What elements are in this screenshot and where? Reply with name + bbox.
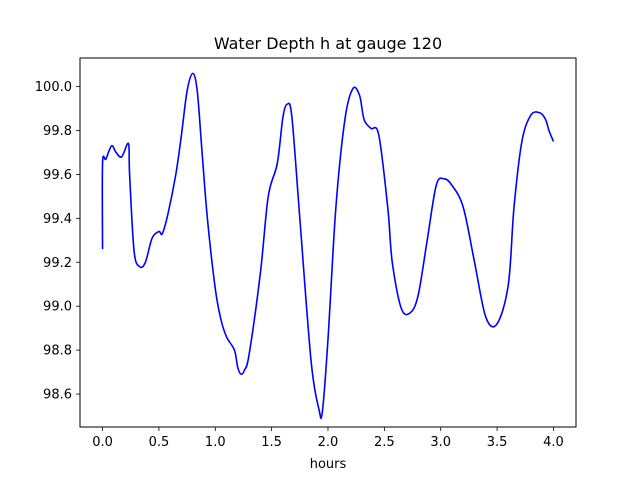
x-tick-label: 0.5 xyxy=(149,435,170,450)
plot-area xyxy=(101,72,555,420)
x-tick-label: 4.0 xyxy=(543,435,564,450)
y-tick-label: 99.6 xyxy=(43,168,72,183)
y-axis: 98.6 98.8 99.0 99.2 99.4 99.6 99.8 100.0 xyxy=(35,80,80,403)
x-tick-label: 1.5 xyxy=(261,435,282,450)
x-tick-label: 2.5 xyxy=(374,435,395,450)
series-line-0 xyxy=(101,72,555,420)
x-tick-label: 2.0 xyxy=(318,435,339,450)
y-tick-label: 100.0 xyxy=(35,80,72,95)
plot-frame xyxy=(79,57,577,428)
x-axis: 0.0 0.5 1.0 1.5 2.0 2.5 3.0 3.5 4.0 xyxy=(92,427,564,450)
y-tick-label: 99.8 xyxy=(43,124,72,139)
chart-title: Water Depth h at gauge 120 xyxy=(214,34,442,53)
y-tick-label: 98.6 xyxy=(43,388,72,403)
x-tick-label: 3.5 xyxy=(487,435,508,450)
y-tick-label: 99.2 xyxy=(43,256,72,271)
x-tick-label: 1.0 xyxy=(205,435,226,450)
x-tick-label: 0.0 xyxy=(92,435,113,450)
y-tick-label: 99.4 xyxy=(43,212,72,227)
y-tick-label: 99.0 xyxy=(43,300,72,315)
x-axis-label: hours xyxy=(310,457,347,472)
y-tick-label: 98.8 xyxy=(43,344,72,359)
x-tick-label: 3.0 xyxy=(430,435,451,450)
